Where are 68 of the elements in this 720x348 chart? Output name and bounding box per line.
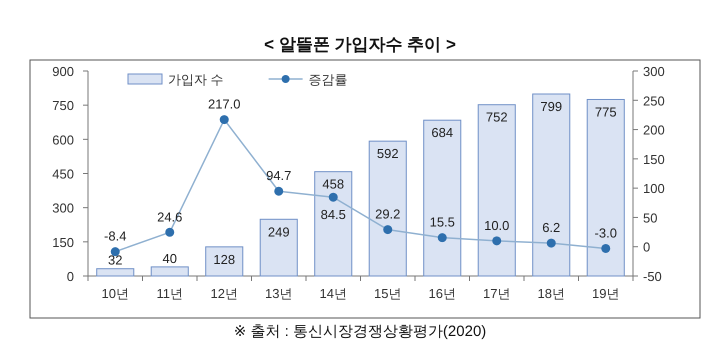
x-tick-label: 10년	[102, 286, 129, 301]
y2-tick-label: 200	[643, 122, 665, 138]
x-tick-label: 12년	[210, 286, 238, 301]
y-tick-label: 600	[52, 132, 74, 148]
legend-label: 증감률	[308, 72, 348, 87]
y2-tick-label: -50	[643, 269, 662, 284]
y2-tick-label: 50	[643, 210, 658, 226]
y2-tick-label: 300	[643, 64, 665, 79]
y-tick-label: 450	[52, 166, 74, 182]
point	[438, 233, 447, 242]
y-tick-label: 750	[52, 98, 74, 114]
bar	[314, 171, 352, 276]
data-label: 6.2	[542, 220, 560, 236]
data-label: 40	[162, 250, 177, 266]
bar	[260, 218, 298, 276]
bar	[532, 94, 570, 276]
point	[220, 115, 229, 124]
y-tick-label: 300	[52, 200, 74, 216]
x-tick-label: 19년	[592, 286, 620, 301]
y-tick-label: 900	[52, 64, 74, 79]
point	[165, 228, 174, 237]
y-tick-label: 0	[66, 269, 74, 284]
point	[601, 244, 610, 253]
y2-tick-label: 150	[643, 152, 665, 167]
bar	[96, 268, 134, 276]
x-tick-label: 15년	[374, 286, 402, 301]
data-label: 32	[108, 252, 122, 268]
x-tick-label: 13년	[265, 286, 292, 301]
data-label: 799	[540, 99, 562, 114]
y2-tick-label: 250	[643, 93, 665, 108]
bar	[368, 140, 407, 276]
bar	[205, 246, 244, 276]
point	[274, 186, 284, 196]
text: ※ 출처 : 통신시장경쟁상황평가(2020)	[234, 323, 486, 340]
data-label: 458	[322, 176, 344, 192]
data-label: 24.6	[157, 209, 182, 224]
bar	[423, 120, 462, 276]
x-tick-label: 11년	[156, 286, 183, 301]
data-label: 29.2	[375, 206, 400, 222]
bar	[478, 104, 516, 276]
chart-title: < 알뜰폰 가입자수 추이 >	[264, 35, 456, 54]
bar	[150, 266, 189, 276]
x-tick-label: 14년	[320, 286, 347, 301]
x-tick-label: 16년	[428, 286, 456, 301]
data-label: 775	[594, 104, 617, 120]
point	[328, 192, 338, 202]
data-label: 684	[431, 125, 454, 140]
data-label: 217.0	[208, 96, 241, 112]
data-label: -8.4	[104, 228, 126, 244]
data-label: -3.0	[594, 225, 617, 240]
x-tick-label: 17년	[483, 286, 510, 301]
point	[492, 236, 502, 246]
data-label: 128	[213, 252, 236, 267]
y2-tick-label: 100	[643, 181, 665, 196]
point	[546, 238, 556, 248]
data-label: 15.5	[430, 214, 455, 230]
data-label: 249	[268, 224, 290, 240]
data-label: 84.5	[320, 207, 346, 222]
y2-tick-label: 0	[643, 240, 650, 255]
point	[383, 225, 392, 234]
data-label: 592	[376, 146, 399, 162]
legend-label: 가입자 수	[168, 72, 224, 87]
data-label: 752	[486, 110, 508, 125]
y-tick-label: 150	[52, 234, 74, 250]
bar	[586, 98, 625, 276]
x-tick-label: 18년	[538, 286, 565, 301]
data-label: 10.0	[484, 218, 510, 233]
data-label: 94.7	[266, 168, 292, 184]
